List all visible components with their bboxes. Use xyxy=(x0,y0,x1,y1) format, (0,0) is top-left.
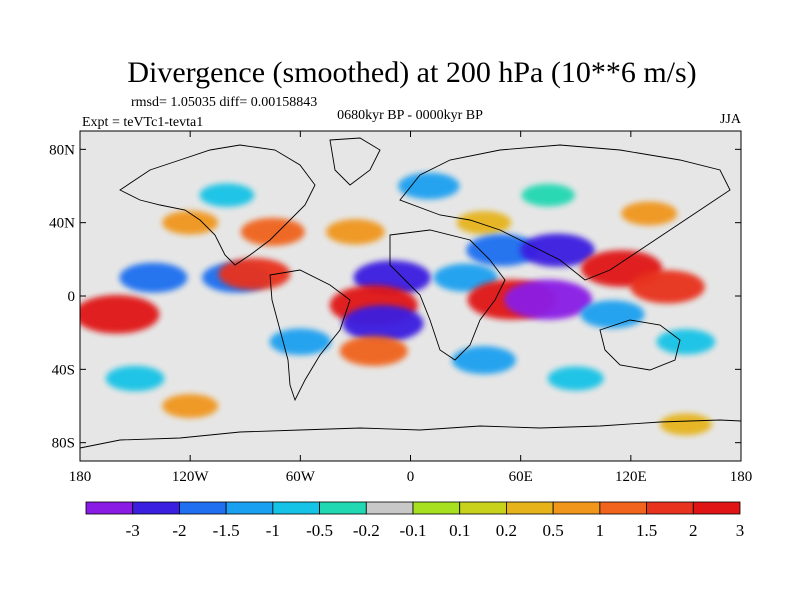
field-blob xyxy=(466,234,539,267)
africa-coastline xyxy=(389,229,506,361)
field-blob xyxy=(456,211,512,235)
colorbar-label: -0.2 xyxy=(353,521,380,540)
x-tick-label: 60W xyxy=(286,469,316,485)
greenland-coastline xyxy=(329,137,381,186)
experiment-label: Expt = teVTc1-tevta1 xyxy=(82,115,203,130)
field-blob xyxy=(398,172,460,200)
field-blob xyxy=(240,217,305,246)
chart-title: Divergence (smoothed) at 200 hPa (10**6 … xyxy=(127,56,696,89)
field-blob xyxy=(218,258,291,290)
colorbar-swatch xyxy=(132,501,180,515)
colorbar-label: 3 xyxy=(736,521,745,540)
south-america-coastline xyxy=(269,269,351,402)
colorbar-label: -3 xyxy=(126,521,140,540)
north-america-coastline xyxy=(119,144,316,266)
field-blob xyxy=(547,366,604,391)
antarctica-coastline xyxy=(79,419,742,449)
colorbar-swatch xyxy=(692,501,741,515)
field-blob xyxy=(80,295,160,334)
colorbar-label: -2 xyxy=(172,521,186,540)
field-blob xyxy=(342,305,424,342)
colorbar-label: 1.5 xyxy=(636,521,657,540)
field-blob xyxy=(451,346,516,375)
x-tick-label: 180 xyxy=(69,469,92,485)
y-tick-label: 40N xyxy=(49,216,75,232)
colorbar-swatch xyxy=(365,501,414,515)
eurasia-coastline xyxy=(399,144,731,281)
colorbar-swatch xyxy=(319,501,367,515)
field-blob xyxy=(656,329,716,355)
field-blob xyxy=(521,183,575,207)
season-label: JJA xyxy=(720,112,742,127)
colorbar-swatch xyxy=(599,501,647,515)
field-blob xyxy=(119,262,188,293)
colorbar-label: 1 xyxy=(596,521,605,540)
field-blob xyxy=(621,201,678,226)
field-blob xyxy=(659,413,712,436)
field-blob xyxy=(269,328,332,356)
colorbar: -3 -2 -1.5 -1 -0.5 -0.2 -0.1 0.1 0.2 0.5 1 1.5 2 3 xyxy=(85,501,745,540)
stats-text: rmsd= 1.05035 diff= 0.00158843 xyxy=(131,95,317,110)
field-blob xyxy=(162,394,219,418)
x-axis: 180 120W 60W 0 60E 120E 180 xyxy=(69,131,753,485)
field-blob xyxy=(326,219,385,245)
y-axis: 80N 40N 0 40S 80S xyxy=(49,142,741,452)
colorbar-swatch xyxy=(225,501,274,515)
x-tick-label: 60E xyxy=(509,469,533,485)
y-tick-label: 80N xyxy=(49,142,75,158)
x-tick-label: 180 xyxy=(730,469,753,485)
colorbar-label: -1 xyxy=(266,521,280,540)
colorbar-label: 0.1 xyxy=(449,521,470,540)
field-blob xyxy=(630,270,705,304)
colorbar-label: 2 xyxy=(689,521,698,540)
colorbar-swatch xyxy=(459,501,507,515)
y-tick-label: 0 xyxy=(68,289,76,305)
period-label: 0680kyr BP - 0000kyr BP xyxy=(337,108,483,123)
colorbar-swatch xyxy=(552,501,601,515)
colorbar-swatch xyxy=(506,501,554,515)
colorbar-swatch xyxy=(179,501,227,515)
coastlines xyxy=(79,137,742,449)
colorbar-label: -1.5 xyxy=(213,521,240,540)
field-blob xyxy=(339,336,408,366)
colorbar-label: -0.1 xyxy=(400,521,427,540)
x-tick-label: 0 xyxy=(407,469,415,485)
field-blob xyxy=(520,233,595,267)
australia-coastline xyxy=(599,319,681,371)
field-blob xyxy=(433,263,498,292)
field-blob xyxy=(162,210,219,235)
colorbar-label: -0.5 xyxy=(306,521,333,540)
colorbar-swatch xyxy=(412,501,461,515)
field-blob xyxy=(105,365,165,392)
y-tick-label: 80S xyxy=(52,436,75,452)
field-blob xyxy=(580,300,645,329)
colorbar-label: 0.2 xyxy=(496,521,517,540)
colorbar-swatch xyxy=(272,501,320,515)
field-blob xyxy=(199,183,255,207)
colorbar-swatch xyxy=(85,501,134,515)
colorbar-swatch xyxy=(646,501,694,515)
x-tick-label: 120W xyxy=(172,469,210,485)
x-tick-label: 120E xyxy=(615,469,647,485)
field-blob xyxy=(504,279,593,320)
y-tick-label: 40S xyxy=(52,362,75,378)
colorbar-label: 0.5 xyxy=(543,521,564,540)
